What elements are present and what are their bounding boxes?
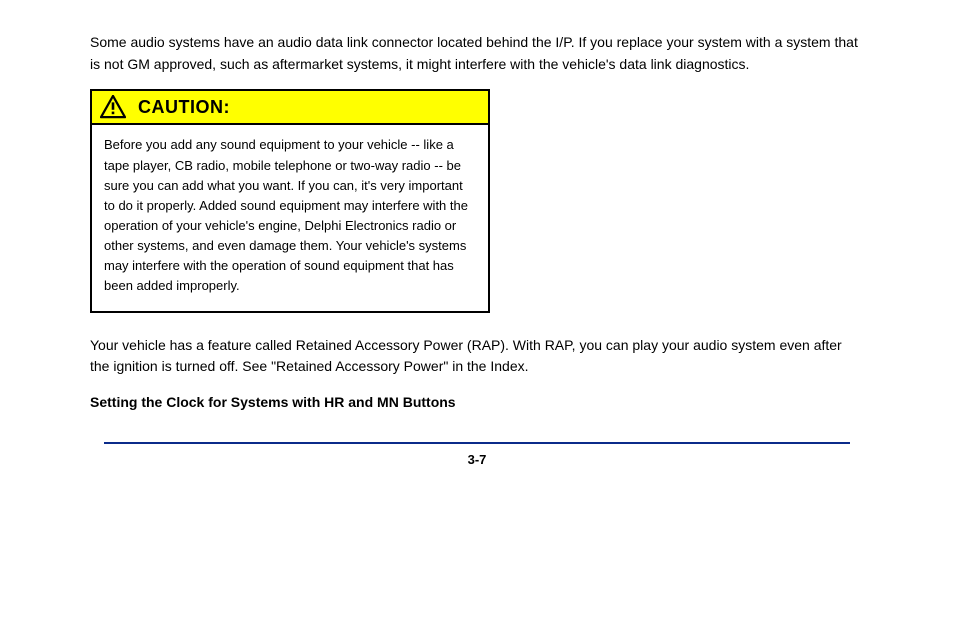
footer-rule (104, 442, 850, 444)
body-paragraph-3: Setting the Clock for Systems with HR an… (90, 392, 864, 414)
page: Some audio systems have an audio data li… (0, 0, 954, 636)
heading-setting-clock: Setting the Clock for Systems with HR an… (90, 394, 456, 410)
caution-body: Before you add any sound equipment to yo… (92, 125, 488, 310)
body-paragraph-2: Your vehicle has a feature called Retain… (90, 335, 864, 378)
caution-body-text: Before you add any sound equipment to yo… (104, 135, 476, 296)
warning-triangle-icon (100, 95, 126, 119)
body-paragraph-1: Some audio systems have an audio data li… (90, 32, 864, 75)
caution-title: CAUTION: (138, 97, 230, 118)
caution-box: CAUTION: Before you add any sound equipm… (90, 89, 490, 312)
caution-header: CAUTION: (92, 91, 488, 125)
page-number: 3-7 (90, 452, 864, 467)
